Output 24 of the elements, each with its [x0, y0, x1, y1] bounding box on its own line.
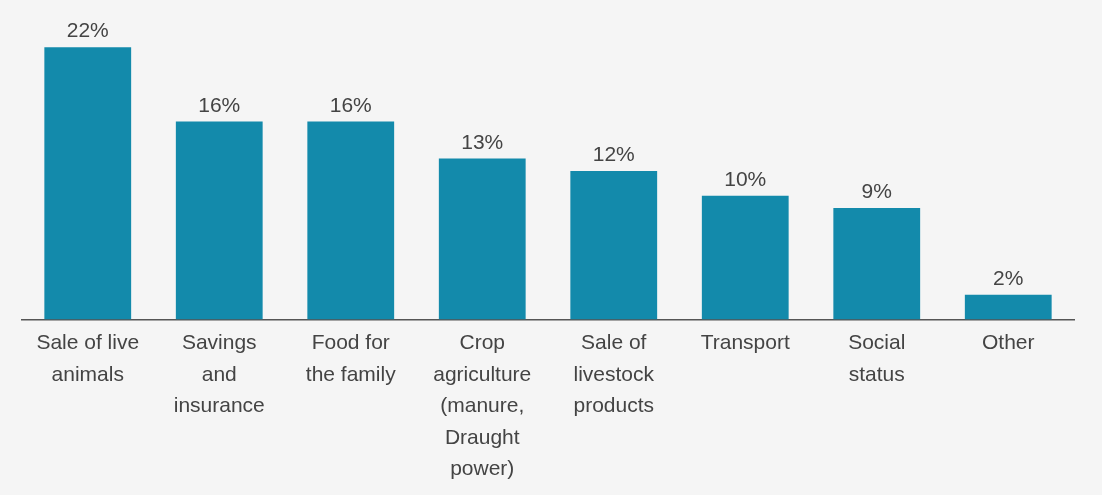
bar [833, 208, 921, 320]
x-tick-label: Crop agriculture (manure, Draught power) [433, 330, 532, 480]
bar [44, 47, 132, 320]
bar [570, 170, 658, 320]
data-label: 16% [198, 92, 241, 116]
data-label: 10% [724, 167, 767, 190]
bar [438, 158, 526, 320]
bar [175, 121, 263, 320]
data-label: 13% [461, 129, 504, 153]
x-tick-label: Social status [848, 330, 906, 385]
x-tick-label: Sale of live animals [36, 330, 140, 385]
x-tick-label: Transport [700, 330, 790, 354]
bar [964, 294, 1052, 320]
data-label: 2% [993, 266, 1024, 290]
data-label: 16% [329, 92, 372, 116]
data-label: 9% [861, 179, 892, 203]
x-tick-label: Sale of livestock products [573, 330, 655, 417]
bar [307, 121, 395, 320]
data-label: 12% [592, 142, 635, 166]
data-label: 22% [66, 18, 109, 42]
x-tick-label: Food for the family [305, 330, 397, 385]
x-tick-label: Savings and insurance [173, 330, 265, 417]
bar [701, 195, 789, 320]
x-tick-label: Other [981, 330, 1035, 354]
